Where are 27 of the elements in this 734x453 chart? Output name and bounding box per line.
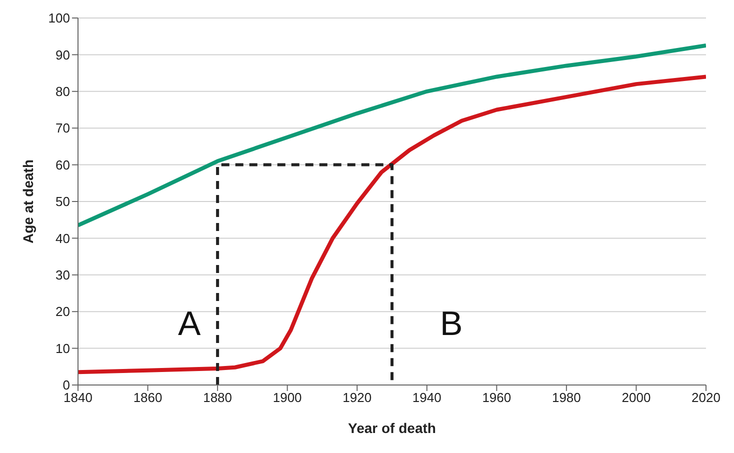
y-tick-label: 0 <box>62 378 70 393</box>
x-tick-label: 1940 <box>412 390 442 406</box>
y-tick-label: 10 <box>56 340 70 356</box>
x-tick-label: 1920 <box>342 390 372 406</box>
y-tick-label: 50 <box>56 194 70 210</box>
y-tick-label: 20 <box>56 304 70 320</box>
y-tick-label: 40 <box>56 230 70 246</box>
y-tick-label: 60 <box>56 157 70 172</box>
x-tick-label: 1840 <box>64 390 92 406</box>
line-series <box>78 44 706 228</box>
x-tick-label: 1960 <box>482 390 512 406</box>
y-tick-label: 90 <box>56 47 70 62</box>
x-tick-label: 1980 <box>552 390 581 406</box>
y-tick-label: 80 <box>56 84 70 100</box>
x-tick-label: 2020 <box>692 390 720 406</box>
y-tick-label: 100 <box>48 10 70 26</box>
x-tick-label: 2000 <box>622 390 651 406</box>
x-tick-label: 1880 <box>203 390 232 406</box>
annotation: A <box>178 305 201 343</box>
x-axis-title: Year of death <box>348 420 436 436</box>
y-tick-label: 30 <box>56 268 70 283</box>
y-axis-title: Age at death <box>20 159 36 244</box>
line-series <box>78 74 706 374</box>
x-tick-label: 1860 <box>133 390 162 406</box>
y-tick-label: 70 <box>56 120 70 136</box>
x-tick-label: 1900 <box>272 390 302 406</box>
annotation: B <box>440 305 463 343</box>
